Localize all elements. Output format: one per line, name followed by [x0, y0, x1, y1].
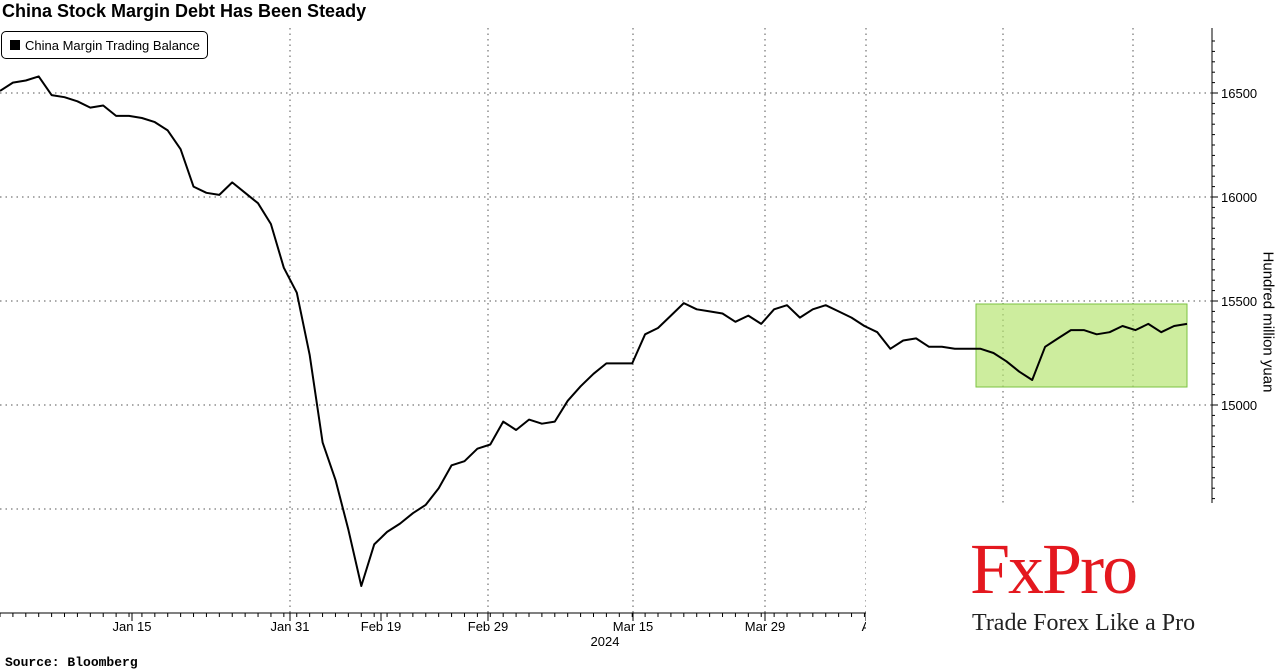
legend: China Margin Trading Balance: [1, 31, 208, 59]
x-tick-label: Jan 15: [112, 619, 151, 634]
fxpro-tagline: Trade Forex Like a Pro: [972, 610, 1196, 636]
series-line: [0, 75, 1188, 587]
chart-title: China Stock Margin Debt Has Been Steady: [2, 1, 367, 21]
x-tick-label: Mar 15: [613, 619, 653, 634]
y-tick-label: 15500: [1221, 294, 1257, 309]
legend-label: China Margin Trading Balance: [25, 37, 200, 53]
y-tick-label: 16000: [1221, 190, 1257, 205]
x-tick-label: Feb 19: [361, 619, 401, 634]
y-tick-label: 15000: [1221, 398, 1257, 413]
y-tick-label: 16500: [1221, 86, 1257, 101]
x-tick-label: Jan 31: [270, 619, 309, 634]
highlight-box: [975, 303, 1188, 388]
x-tick-label: Mar 29: [745, 619, 785, 634]
axis-layer: 15000 15500 16000 16500 Jan 15 Jan 31 Feb 19 Fe…: [0, 28, 1257, 649]
x-tick-label: Feb 29: [468, 619, 508, 634]
y-axis-label: Hundred million yuan: [1259, 251, 1277, 393]
x-year-label: 2024: [591, 634, 620, 649]
legend-swatch: [10, 40, 20, 50]
source-note: Source: Bloomberg: [5, 655, 138, 670]
fxpro-watermark: FxPro Trade Forex Like a Pro: [866, 503, 1279, 672]
fxpro-logo: FxPro: [970, 529, 1138, 609]
